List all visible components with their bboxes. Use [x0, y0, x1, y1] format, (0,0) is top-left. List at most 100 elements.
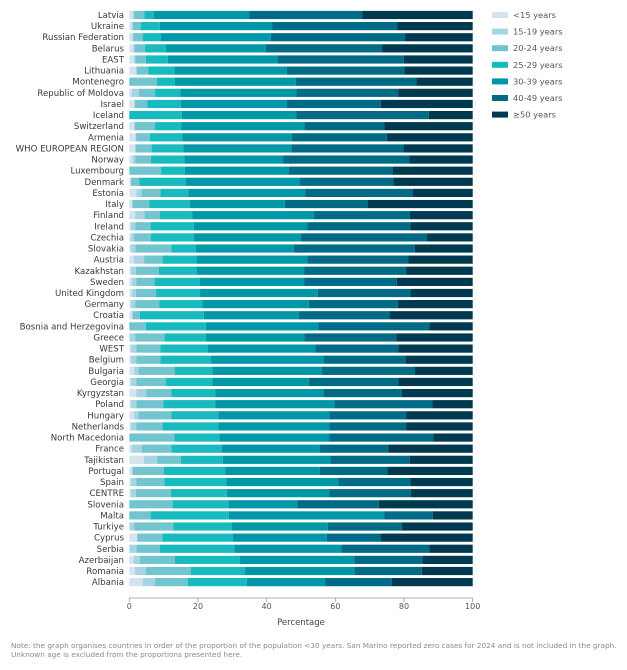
bar-segment — [296, 110, 429, 120]
bar-segment — [338, 477, 411, 487]
bar-segment — [129, 166, 161, 175]
bar-segment — [138, 366, 175, 375]
category-label: Republic of Moldova — [37, 89, 124, 99]
bar-segment — [226, 477, 339, 487]
category-label: Serbia — [97, 545, 124, 555]
bar-segment — [427, 233, 473, 242]
bar-segment — [160, 355, 212, 364]
bar-segment — [183, 144, 292, 153]
bar-segment — [135, 55, 146, 64]
bar-segment — [409, 211, 473, 220]
bar-segment — [164, 477, 227, 487]
bar-segment — [149, 199, 191, 209]
bar-segment — [134, 522, 174, 531]
bar-segment — [158, 266, 197, 275]
category-label: Austria — [94, 256, 124, 266]
bar-segment — [325, 578, 392, 587]
bar-segment — [129, 388, 137, 398]
bar-segment — [414, 244, 473, 253]
bar-segment — [160, 188, 189, 198]
bar-segment — [129, 477, 132, 487]
bar-segment — [291, 144, 404, 153]
bar-segment — [129, 144, 135, 153]
bar-segment — [129, 433, 175, 442]
bar-segment — [145, 566, 191, 576]
category-label: France — [95, 445, 124, 455]
bar-segment — [329, 433, 434, 442]
category-label: Lithuania — [84, 67, 124, 77]
bar-segment — [154, 277, 201, 286]
bar-segment — [129, 555, 134, 564]
bar-segment — [296, 88, 399, 97]
bar-segment — [129, 578, 143, 587]
x-tick-label: 20 — [193, 602, 203, 611]
bar-segment — [422, 555, 473, 564]
bar-segment — [150, 233, 194, 242]
bar-segment — [160, 166, 185, 175]
legend-label: 30-39 years — [513, 76, 563, 86]
bar-segment — [160, 344, 208, 353]
bar-segment — [138, 411, 172, 420]
bar-segment — [133, 33, 143, 42]
bar-segment — [129, 88, 132, 97]
bar-segment — [283, 155, 410, 164]
bar-segment — [129, 288, 132, 298]
bar-segment — [226, 489, 330, 498]
bar-segment — [156, 77, 175, 86]
bar-segment — [219, 433, 330, 442]
bar-segment — [136, 477, 165, 487]
bar-segment — [141, 188, 161, 198]
category-label: Norway — [91, 156, 124, 166]
bar-segment — [212, 377, 309, 387]
bar-segment — [135, 333, 165, 342]
bar-segment — [131, 444, 142, 453]
bar-segment — [129, 411, 135, 420]
bar-segment — [154, 10, 250, 20]
bar-segment — [129, 222, 132, 231]
bar-segment — [131, 355, 137, 364]
bar-segment — [132, 10, 135, 20]
bar-segment — [134, 122, 135, 131]
bar-segment — [171, 411, 219, 420]
bar-segment — [381, 533, 473, 542]
bar-segment — [129, 366, 135, 375]
bar-segment — [406, 266, 473, 275]
footnote: Note: the graph organises countries in o… — [11, 641, 617, 659]
bar-segment — [129, 500, 173, 509]
bar-segment — [145, 55, 168, 64]
bar-segment — [135, 155, 151, 164]
bar-segment — [184, 155, 284, 164]
bar-segment — [180, 88, 297, 97]
bar-segment — [181, 110, 297, 120]
bar-segment — [392, 166, 473, 175]
category-label: Israel — [101, 100, 125, 110]
bar-segment — [405, 33, 473, 42]
bar-segment — [428, 110, 473, 120]
bar-segment — [129, 22, 132, 31]
bar-segment — [136, 344, 161, 353]
bar-segment — [135, 266, 159, 275]
bar-segment — [265, 44, 383, 53]
bar-segment — [401, 388, 473, 398]
bar-segment — [396, 333, 473, 342]
bar-segment — [288, 166, 393, 175]
bar-segment — [184, 166, 289, 175]
bar-segment — [134, 255, 145, 264]
bar-segment — [129, 99, 135, 109]
bar-segment — [131, 288, 136, 298]
bar-segment — [137, 533, 163, 542]
category-label: WHO EUROPEAN REGION — [16, 144, 124, 154]
bar-segment — [129, 266, 132, 275]
category-label: Ireland — [94, 222, 124, 232]
category-label: Armenia — [88, 133, 124, 143]
bar-segment — [136, 355, 161, 364]
bar-segment — [135, 144, 152, 153]
bar-segment — [129, 333, 136, 342]
bar-segment — [205, 333, 305, 342]
bar-segment — [131, 222, 136, 231]
bar-segment — [133, 555, 140, 564]
bar-segment — [135, 288, 157, 298]
bar-segment — [314, 211, 410, 220]
bar-segment — [145, 322, 206, 331]
category-label: Belgium — [89, 356, 124, 366]
